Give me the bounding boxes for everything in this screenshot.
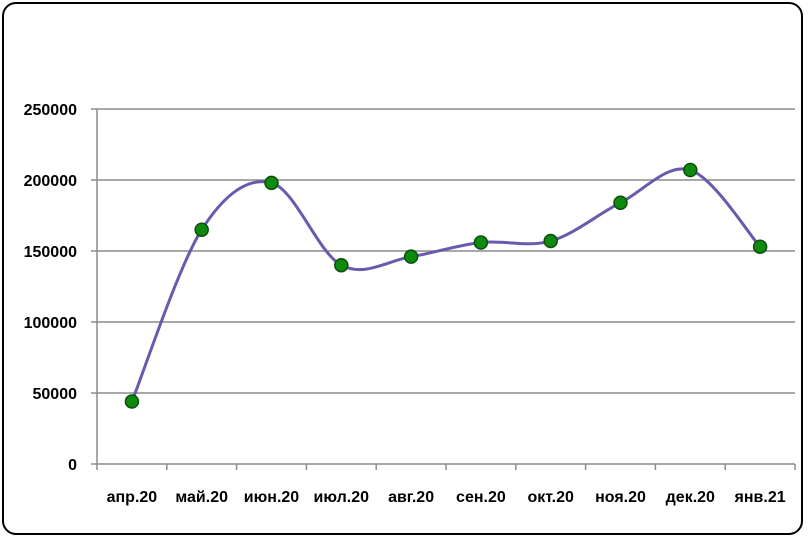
x-tick-label: ноя.20 [595, 489, 646, 506]
data-point-3 [264, 175, 279, 191]
axes [91, 108, 796, 470]
x-tick-label: май.20 [175, 489, 228, 506]
x-tick-label: апр.20 [107, 489, 158, 506]
x-tick-label: окт.20 [527, 489, 574, 506]
data-point-8 [613, 195, 628, 210]
x-tick-labels: апр.20 май.20 июн.20 июл.20 авг.20 сен.20 окт.… [107, 489, 786, 506]
y-tick-label: 50000 [33, 386, 78, 403]
data-point-2 [194, 222, 209, 237]
y-tick-label: 250000 [24, 102, 77, 119]
gridlines [97, 108, 795, 394]
x-tick-label: июл.20 [314, 489, 370, 506]
x-tick-label: авг.20 [388, 489, 434, 506]
data-point-9 [683, 162, 698, 178]
y-tick-labels: 0 50000 100000 150000 200000 250000 [24, 102, 77, 474]
y-tick-label: 150000 [24, 244, 77, 261]
y-tick-label: 0 [68, 457, 77, 474]
y-tick-label: 100000 [24, 315, 77, 332]
chart-frame [2, 2, 803, 535]
x-tick-label: янв.21 [734, 489, 786, 506]
data-point-4 [334, 257, 349, 273]
data-point-1 [124, 394, 140, 409]
x-tick-label: сен.20 [456, 489, 506, 506]
data-points [124, 162, 768, 409]
data-point-5 [403, 249, 419, 264]
x-tick-label: дек.20 [666, 489, 715, 506]
series-line [130, 167, 762, 403]
data-point-10 [752, 239, 768, 254]
y-tick-label: 200000 [24, 173, 77, 190]
x-tick-label: июн.20 [244, 489, 300, 506]
data-point-7 [543, 233, 558, 249]
data-point-6 [473, 235, 489, 250]
